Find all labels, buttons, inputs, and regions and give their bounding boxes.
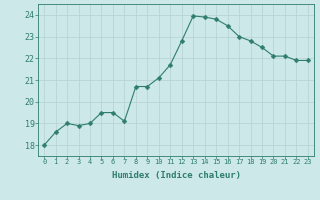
X-axis label: Humidex (Indice chaleur): Humidex (Indice chaleur)	[111, 171, 241, 180]
